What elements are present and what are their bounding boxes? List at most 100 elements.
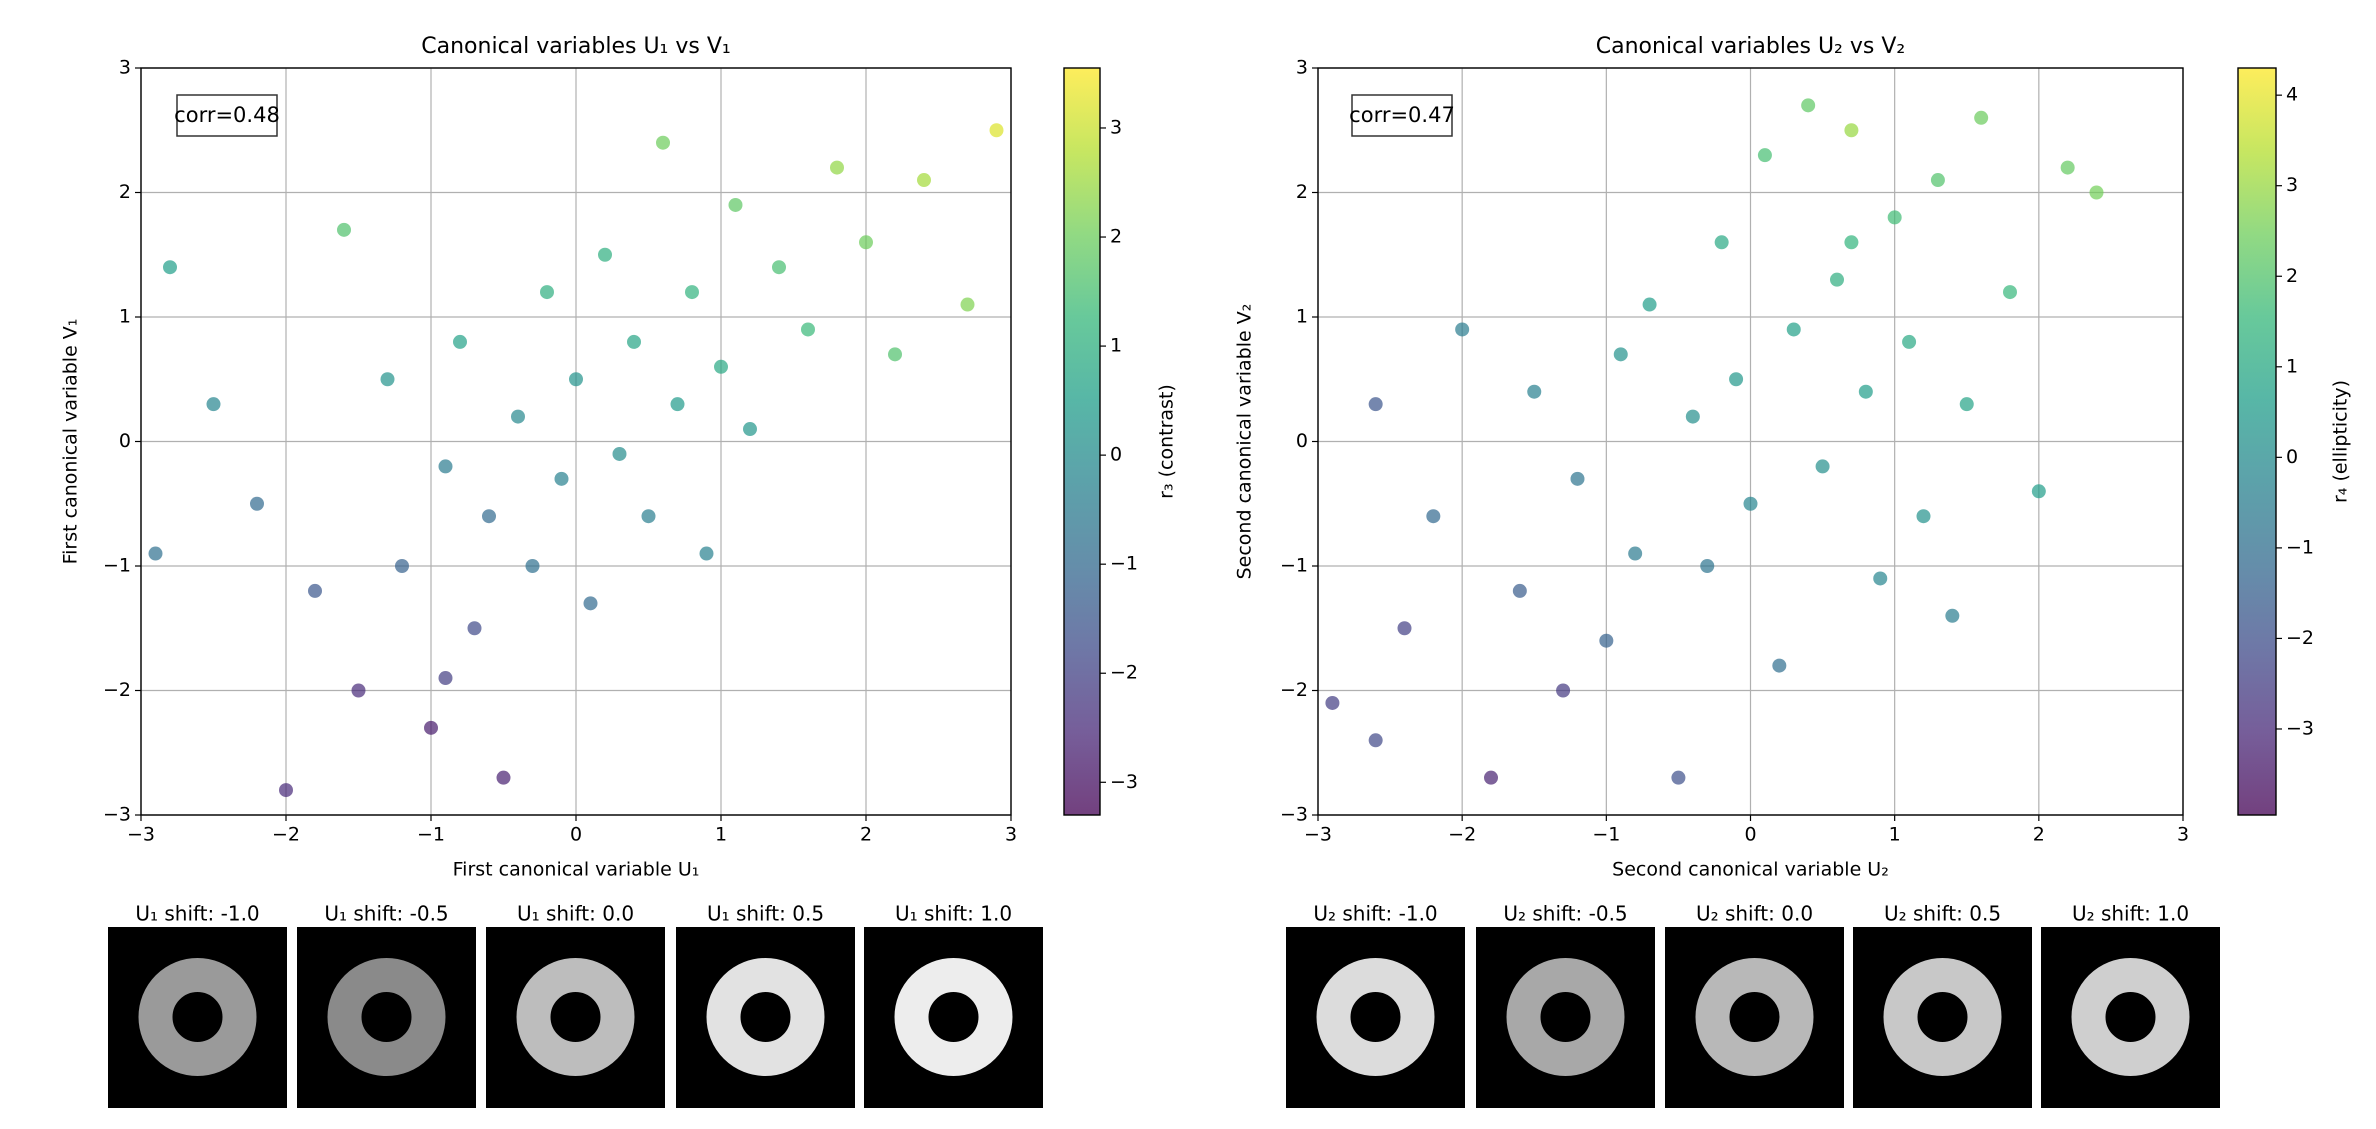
y-axis-label: Second canonical variable V₂ [1234, 304, 1256, 580]
point [1787, 322, 1801, 336]
point [207, 397, 221, 411]
y-tick-label: −2 [103, 679, 131, 701]
x-tick-label: 1 [1889, 824, 1901, 846]
point [1758, 148, 1772, 162]
point [337, 223, 351, 237]
point [1960, 397, 1974, 411]
colorbar-tick-label: −2 [1110, 662, 1138, 684]
y-tick-label: 0 [119, 430, 131, 452]
y-tick-label: 1 [1296, 306, 1308, 328]
annotation: corr=0.47 [1349, 103, 1455, 127]
point [1700, 559, 1714, 573]
point [700, 547, 714, 561]
point [743, 422, 757, 436]
x-tick-label: 3 [2177, 824, 2189, 846]
point [1873, 571, 1887, 585]
point [1325, 696, 1339, 710]
y-tick-label: −3 [103, 804, 131, 826]
x-tick-label: −3 [127, 824, 155, 846]
point [917, 173, 931, 187]
colorbar [2238, 68, 2276, 815]
point [1614, 347, 1628, 361]
point [555, 472, 569, 486]
point [1426, 509, 1440, 523]
colorbar-tick-label: −1 [2286, 536, 2314, 558]
point [1628, 547, 1642, 561]
colorbar-tick-label: 4 [2286, 84, 2298, 106]
point [526, 559, 540, 573]
colorbar [1064, 68, 1100, 815]
point [2061, 161, 2075, 175]
y-tick-label: 0 [1296, 430, 1308, 452]
colorbar-tick-label: −1 [1110, 553, 1138, 575]
colorbar-tick-label: 1 [1110, 335, 1122, 357]
thumbnail-label: U₁ shift: -1.0 [135, 902, 259, 926]
y-axis-label: First canonical variable V₁ [60, 319, 82, 565]
point [381, 372, 395, 386]
y-tick-label: 1 [119, 306, 131, 328]
x-tick-label: −3 [1304, 824, 1332, 846]
point [149, 547, 163, 561]
chart-title: Canonical variables U₁ vs V₁ [421, 34, 730, 59]
point [1556, 684, 1570, 698]
thumbnail-label: U₂ shift: 1.0 [2072, 902, 2189, 926]
x-tick-label: 0 [1744, 824, 1756, 846]
figure: Canonical variables U₁ vs V₁ −3 −2 −1 0 1 2 3 −3… [0, 0, 2376, 1129]
y-tick-label: 2 [119, 181, 131, 203]
point [1859, 385, 1873, 399]
y-tick-label: 3 [1296, 57, 1308, 79]
point [990, 123, 1004, 137]
point [439, 459, 453, 473]
point [714, 360, 728, 374]
colorbar-tick-label: 3 [2286, 174, 2298, 196]
point [656, 136, 670, 150]
point [671, 397, 685, 411]
thumbnail-bg [676, 927, 855, 1108]
thumbnail-bg [486, 927, 665, 1108]
point [627, 335, 641, 349]
point [1801, 98, 1815, 112]
point [1398, 621, 1412, 635]
point [830, 161, 844, 175]
thumbnail-label: U₁ shift: 0.5 [707, 902, 824, 926]
point [613, 447, 627, 461]
point [1484, 771, 1498, 785]
x-tick-label: 3 [1005, 824, 1017, 846]
point [540, 285, 554, 299]
thumbnail-bg [108, 927, 287, 1108]
point [468, 621, 482, 635]
point [1715, 235, 1729, 249]
x-tick-label: −2 [1448, 824, 1476, 846]
colorbar-tick-label: −3 [1110, 771, 1138, 793]
chart-title: Canonical variables U₂ vs V₂ [1596, 34, 1905, 59]
point [2032, 484, 2046, 498]
point [1902, 335, 1916, 349]
thumbnail-bg [1286, 927, 1465, 1108]
point [1369, 397, 1383, 411]
point [497, 771, 511, 785]
point [584, 596, 598, 610]
point [1744, 497, 1758, 511]
y-tick-label: −1 [103, 555, 131, 577]
colorbar-tick-label: −2 [2286, 627, 2314, 649]
colorbar-tick-label: 0 [1110, 444, 1122, 466]
x-tick-label: −1 [1592, 824, 1620, 846]
point [2090, 186, 2104, 200]
point [482, 509, 496, 523]
y-tick-label: 3 [119, 57, 131, 79]
thumbnail-label: U₂ shift: 0.0 [1696, 902, 1813, 926]
point [1844, 123, 1858, 137]
point [1931, 173, 1945, 187]
thumbnail-label: U₁ shift: -0.5 [324, 902, 448, 926]
thumbnail-bg [1476, 927, 1655, 1108]
point [1671, 771, 1685, 785]
point [801, 322, 815, 336]
point [1945, 609, 1959, 623]
colorbar-tick-label: −3 [2286, 717, 2314, 739]
colorbar-tick-label: 2 [1110, 226, 1122, 248]
point [1686, 410, 1700, 424]
point [424, 721, 438, 735]
thumbnail-bg [1665, 927, 1844, 1108]
colorbar-label: r₄ (ellipticity) [2330, 380, 2352, 503]
point [642, 509, 656, 523]
